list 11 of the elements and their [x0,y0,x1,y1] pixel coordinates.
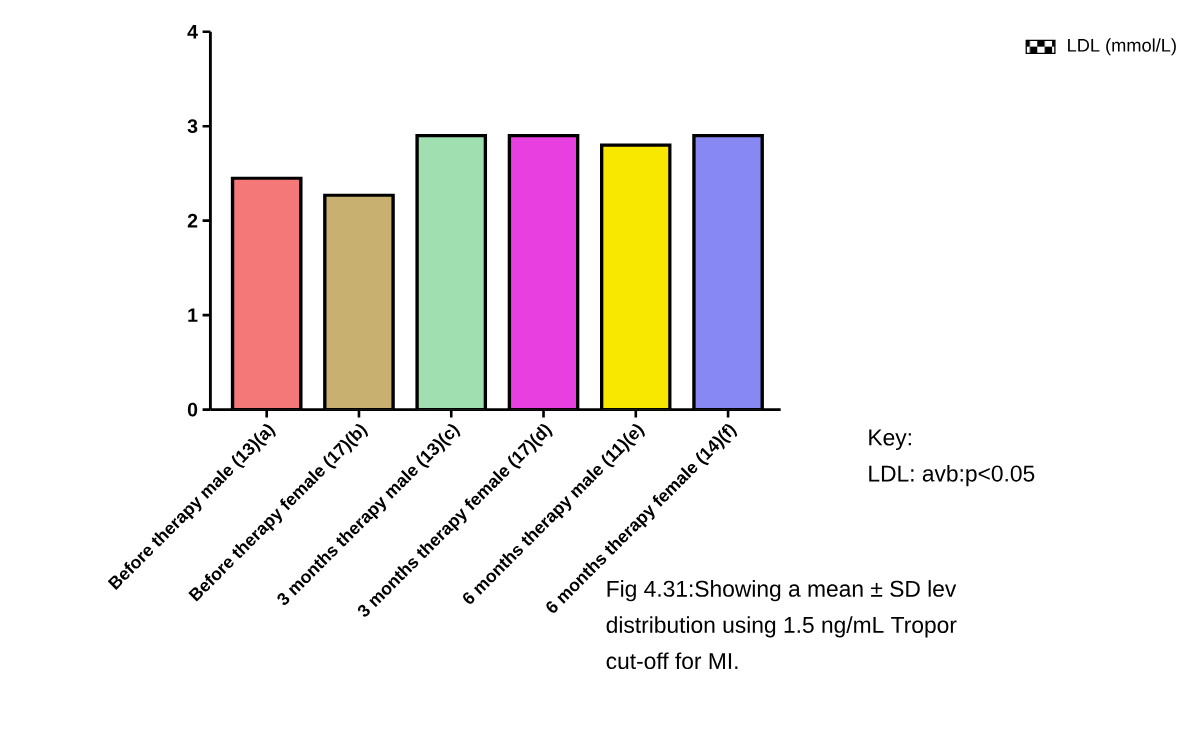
text: cut-off for MI. [606,652,738,670]
caption: Fig 4.31:Showing a mean ± SD lev [607,580,957,602]
text: LDL: avb:p<0.05 [869,464,1035,487]
y-tick-label: 4 [187,24,198,39]
y-tick-label: 2 [187,213,198,228]
text: distribution using 1.5 ng/mL Tropor [606,616,957,638]
text: Key: [869,429,911,450]
y-tick-label: 0 [187,402,198,417]
text: LDL (mmol/L) [1068,38,1176,56]
y-tick-label: 1 [188,308,198,322]
y-tick-label: 3 [187,119,198,134]
